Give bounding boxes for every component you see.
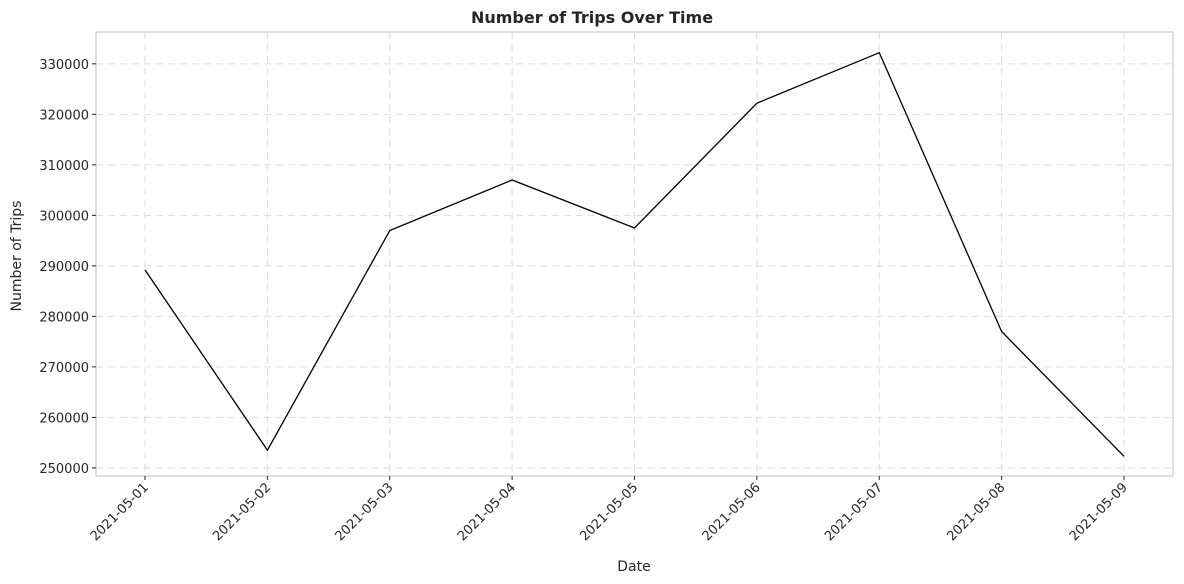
y-tick-label: 260000	[39, 411, 89, 426]
y-tick-label: 270000	[39, 361, 89, 376]
x-tick-label: 2021-05-05	[577, 480, 641, 544]
series-layer	[144, 51, 1125, 457]
chart-title: Number of Trips Over Time	[471, 8, 713, 27]
series-line	[144, 51, 1125, 457]
grid	[96, 32, 1173, 476]
x-tick-label: 2021-05-03	[333, 480, 397, 544]
x-tick-label: 2021-05-06	[700, 480, 764, 544]
x-axis-label: Date	[617, 559, 650, 575]
y-tick-label: 330000	[39, 58, 89, 73]
x-tick-label: 2021-05-02	[210, 480, 274, 544]
y-tick-label: 310000	[39, 159, 89, 174]
x-tick-label: 2021-05-07	[822, 480, 886, 544]
y-axis-label: Number of Trips	[9, 201, 25, 312]
x-tick-label: 2021-05-08	[944, 480, 1008, 544]
y-axis: 250000 260000 270000 280000 290000 300000 3100…	[39, 58, 96, 477]
y-tick-label: 320000	[39, 108, 89, 123]
y-tick-label: 290000	[39, 260, 89, 275]
y-tick-label: 300000	[39, 209, 89, 224]
y-tick-label: 280000	[39, 310, 89, 325]
y-tick-label: 250000	[39, 462, 89, 477]
x-tick-label: 2021-05-09	[1067, 480, 1131, 544]
x-tick-label: 2021-05-01	[88, 480, 152, 544]
x-tick-label: 2021-05-04	[455, 480, 519, 544]
x-axis: 2021-05-01 2021-05-02 2021-05-03 2021-05-04…	[88, 476, 1131, 544]
